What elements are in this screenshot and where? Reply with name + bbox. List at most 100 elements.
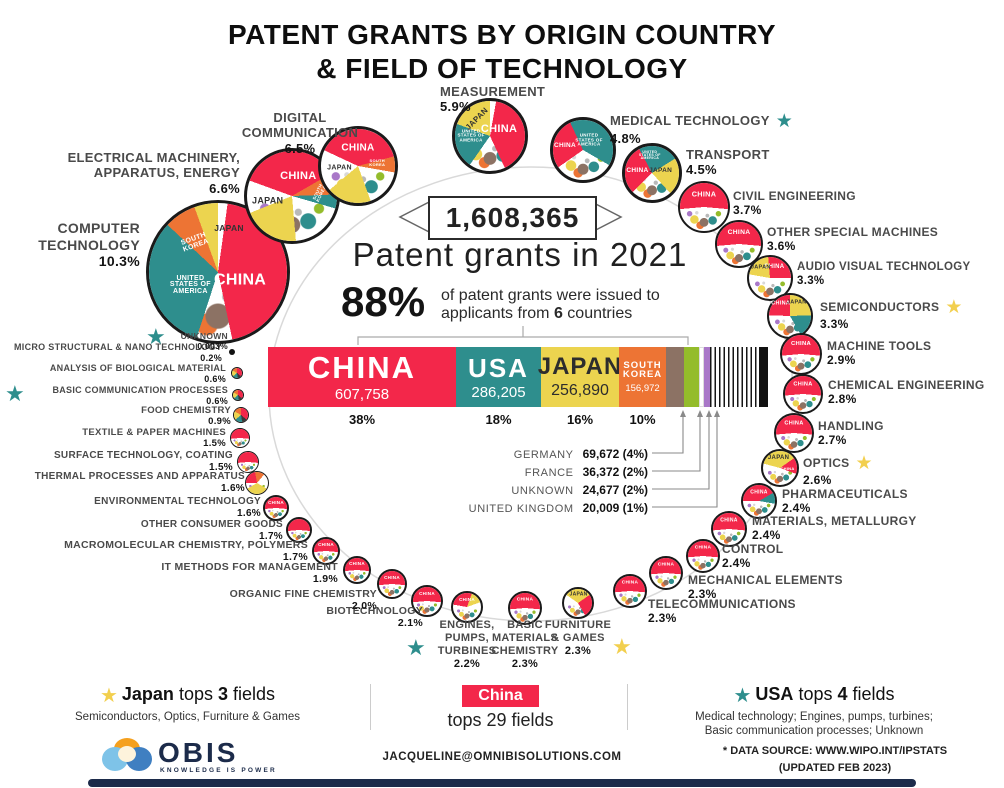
field-label-semiconductors: SEMICONDUCTORS ★ 3.3% — [820, 298, 980, 331]
other-country-row-france: FRANCE 36,372 (2%) — [288, 465, 648, 479]
other-country-value: 36,372 (2%) — [582, 465, 648, 479]
pie-slice-label: CHINA — [516, 597, 534, 603]
field-label-telecommunications: TELECOMMUNICATIONS 2.3% — [648, 597, 828, 625]
field-label-mechanical-elements: MECHANICAL ELEMENTS 2.3% — [688, 573, 868, 601]
field-label-audio-visual-technology: AUDIO VISUAL TECHNOLOGY 3.3% — [797, 261, 1002, 288]
other-country-value: 69,672 (4%) — [582, 447, 648, 461]
pie-measurement: CHINA JAPAN UNITED STATES OF AMERICA — [452, 98, 528, 174]
field-percent: 10.3% — [98, 253, 140, 270]
bar-segment-south-korea: SOUTH KOREA 156,972 — [619, 347, 666, 407]
field-name: SURFACE TECHNOLOGY, COATING — [53, 450, 233, 461]
caption-line1: of patent grants were issued to — [441, 287, 660, 304]
pie-slice-label: JAPAN — [252, 195, 284, 206]
pie-slices — [776, 415, 812, 451]
pie-slice-label: CHINA — [691, 190, 717, 200]
field-percent: 2.4% — [782, 501, 811, 516]
pie-chemical-engineering: CHINA — [783, 374, 823, 414]
field-percent: 2.3% — [564, 644, 592, 657]
caption-line2-post: countries — [562, 304, 633, 322]
field-name: TEXTILE & PAPER MACHINES — [82, 427, 226, 438]
footer-bar — [88, 779, 916, 787]
bar-segment-china: CHINA 607,758 — [268, 347, 456, 407]
other-country-row-unknown: UNKNOWN 24,677 (2%) — [288, 483, 648, 497]
pie-mechanical-elements: CHINA — [649, 556, 683, 590]
obis-brand-text: OBIS — [158, 737, 239, 768]
pie-digital-communication: CHINA JAPAN SOUTH KOREA — [318, 126, 398, 206]
other-country-value: 20,009 (1%) — [582, 501, 648, 515]
field-percent: 3.3% — [797, 274, 825, 287]
legend-usa-name: USA — [755, 684, 794, 704]
field-label-biotechnology: BIOTECHNOLOGY 2.1% — [326, 605, 423, 630]
pie-macromolecular-chemistry-polymers: CHINA — [312, 537, 340, 565]
other-country-value: 24,677 (2%) — [582, 483, 648, 497]
pie-slices — [379, 571, 405, 597]
bar-percent-japan: 16% — [566, 412, 594, 427]
field-name: OPTICS — [803, 456, 850, 470]
field-label-surface-technology-coating: SURFACE TECHNOLOGY, COATING 1.5% — [54, 450, 233, 474]
country-bar-chart: CHINA 607,758 USA 286,205 JAPAN 256,890 SOUTH … — [268, 347, 768, 407]
page-title-line1: PATENT GRANTS BY ORIGIN COUNTRY — [227, 19, 777, 50]
data-source-line1: * DATA SOURCE: WWW.WIPO.INT/IPSTATS — [722, 745, 948, 757]
pie-slices — [651, 558, 681, 588]
contact-email: JACQUELINE@OMNIBISOLUTIONS.COM — [382, 751, 622, 763]
pie-slice-label: CHINA — [341, 142, 375, 154]
caption-line2-count: 6 — [553, 304, 563, 322]
pie-slice-label: CHINA — [793, 381, 813, 388]
pie-slice-label: CHINA — [784, 420, 804, 427]
pie-slices — [510, 593, 540, 623]
field-label-medical-technology: MEDICAL TECHNOLOGY ★ 4.8% — [610, 112, 840, 146]
obis-tagline: KNOWLEDGE IS POWER — [160, 767, 277, 774]
field-name: MEDICAL TECHNOLOGY — [610, 113, 770, 128]
pie-slice-label: CHINA — [349, 561, 365, 567]
field-label-civil-engineering: CIVIL ENGINEERING 3.7% — [733, 189, 883, 217]
data-source-line2: (UPDATED FEB 2023) — [778, 761, 892, 774]
field-label-other-consumer-goods: OTHER CONSUMER GOODS 1.7% — [141, 519, 283, 543]
legend-usa-fields-line1: Medical technology; Engines, pumps, turb… — [695, 711, 933, 723]
pie-slices — [782, 335, 820, 373]
pie-slice-label: CHINA — [318, 542, 334, 548]
pie-slice-label: CHINA — [280, 169, 317, 182]
pie-slices — [769, 295, 811, 337]
bar-segment-minor-2 — [699, 347, 704, 407]
pie-slice-label: CHINA — [459, 597, 475, 603]
field-percent: 2.7% — [818, 433, 847, 448]
page-title: PATENT GRANTS BY ORIGIN COUNTRY & FIELD … — [0, 18, 1004, 86]
legend-usa-line: ★ USA tops 4 fields — [638, 683, 990, 708]
field-name: BIOTECHNOLOGY — [326, 605, 423, 617]
field-label-it-methods-for-management: IT METHODS FOR MANAGEMENT 1.9% — [161, 561, 338, 586]
pie-slice-label: CHINA — [720, 517, 738, 524]
yellow-star-icon: ★ — [99, 685, 118, 707]
pie-slices — [785, 376, 821, 412]
field-percent: 1.5% — [203, 438, 226, 450]
legend-china-line: tops 29 fields — [388, 710, 613, 731]
field-label-electrical-machinery-apparatus-energy: ELECTRICAL MACHINERY, APPARATUS, ENERGY 6… — [53, 150, 240, 196]
field-percent: 6.5% — [284, 140, 316, 156]
total-patents-ribbon: 1,608,365 — [428, 196, 597, 240]
field-name: THERMAL PROCESSES AND APPARATUS — [34, 471, 245, 482]
pie-analysis-of-biological-material — [231, 367, 243, 379]
page-title-line2: & FIELD OF TECHNOLOGY — [316, 53, 688, 85]
top6-share-caption: of patent grants were issued to applican… — [441, 287, 711, 322]
pie-slices — [688, 541, 718, 571]
field-name: BASIC COMMUNICATION PROCESSES — [52, 385, 228, 395]
data-source-note: * DATA SOURCE: WWW.WIPO.INT/IPSTATS (UPD… — [690, 743, 980, 776]
field-name: MICRO STRUCTURAL & NANO TECHNOLOGY — [13, 342, 222, 352]
legend-china-pre: tops — [447, 710, 487, 730]
field-label-thermal-processes-and-apparatus: THERMAL PROCESSES AND APPARATUS 1.6% — [35, 471, 245, 495]
field-label-machine-tools: MACHINE TOOLS 2.9% — [827, 339, 957, 367]
bar-country-value: 607,758 — [334, 386, 390, 403]
connector-arrowheads — [680, 410, 720, 417]
pie-slices — [314, 539, 338, 563]
obis-logo-icon — [100, 738, 154, 778]
field-name: ELECTRICAL MACHINERY, APPARATUS, ENERGY — [67, 150, 240, 181]
pie-slices — [231, 429, 249, 447]
pie-organic-fine-chemistry: CHINA — [377, 569, 407, 599]
field-percent: 5.9% — [440, 99, 471, 115]
field-label-basic-communication-processes: BASIC COMMUNICATION PROCESSES 0.6% — [52, 385, 228, 406]
legend-usa: ★ USA tops 4 fields Medical technology; E… — [638, 683, 990, 739]
total-patents-value: 1,608,365 — [445, 202, 580, 233]
ribbon-left-tail — [398, 199, 434, 235]
legend-usa-fields: Medical technology; Engines, pumps, turb… — [638, 710, 990, 739]
field-label-other-special-machines: OTHER SPECIAL MACHINES 3.6% — [767, 225, 982, 253]
field-name: FOOD CHEMISTRY — [141, 405, 231, 416]
